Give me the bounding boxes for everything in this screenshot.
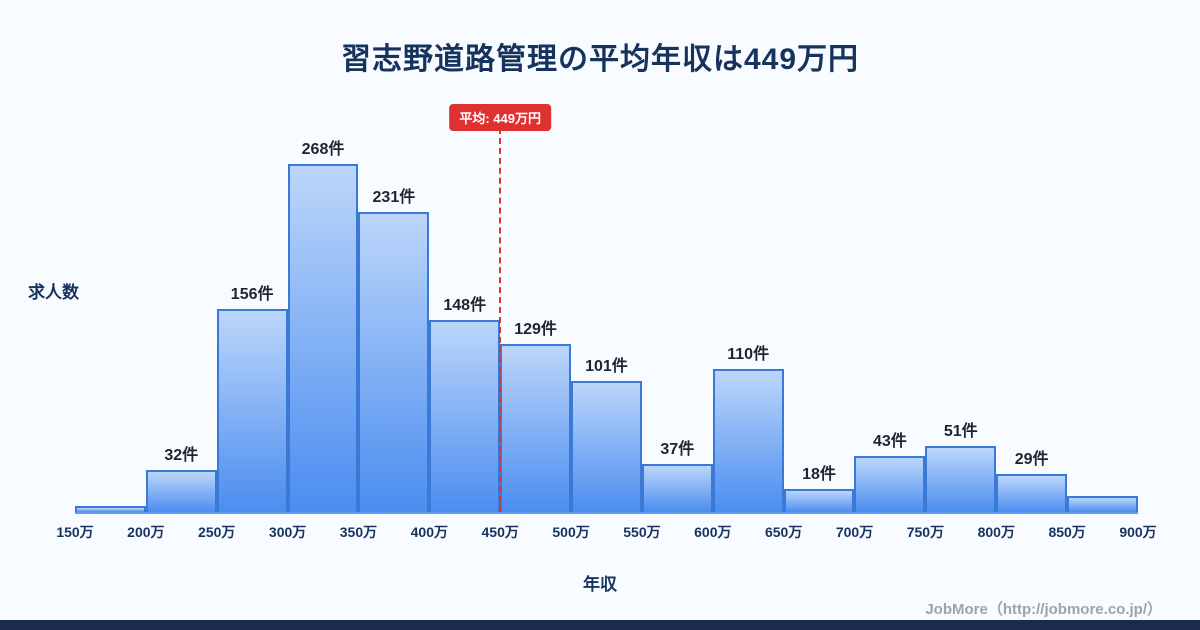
x-tick-label: 450万 [481,524,519,540]
histogram-bar [358,211,430,512]
footer-credit: JobMore（http://jobmore.co.jp/） [925,601,1162,618]
x-tick-label: 200万 [127,524,165,540]
plot-area: 32件 156件 268件 231件 148件 129件 101件 37件 110件 18件 43件… [75,135,1138,514]
chart-title: 習志野道路管理の平均年収は449万円 [340,43,860,76]
bar-bin: 148件 [429,135,501,512]
bar-value-label: 101件 [585,357,628,375]
histogram-bar [287,164,359,512]
histogram-bar [429,319,501,512]
bar-bin: 18件 [783,135,855,512]
histogram-bar [145,470,217,512]
histogram-bar [1067,496,1138,512]
average-badge: 平均: 449万円 [449,104,552,131]
histogram-bins: 32件 156件 268件 231件 148件 129件 101件 37件 110件 18件 43件… [75,135,1138,512]
bar-bin: 231件 [358,135,430,512]
x-tick-label: 250万 [198,524,236,540]
bar-bin: 156件 [216,135,288,512]
bar-value-label: 231件 [372,188,416,206]
histogram-bar [500,344,572,512]
histogram-bar [712,369,784,512]
bar-value-label: 148件 [443,296,487,314]
bar-value-label: 51件 [943,422,978,440]
x-axis-label: 年収 [583,575,617,594]
average-line [499,128,502,512]
histogram-bar [571,380,642,512]
x-tick-label: 550万 [623,524,661,540]
bar-bin: 29件 [996,135,1068,512]
histogram-bar [925,445,997,512]
x-tick-label: 750万 [906,524,945,540]
bar-bin: 101件 [571,135,642,512]
bar-bin: 51件 [925,135,997,512]
histogram-bar [641,463,713,512]
x-tick-label: 650万 [764,524,803,540]
x-tick-label: 300万 [268,524,307,540]
x-tick-label: 500万 [552,524,590,540]
bar-bin: 110件 [712,135,784,512]
bar-bin: 37件 [641,135,713,512]
bar-value-label: 18件 [802,465,836,483]
bar-value-label: 32件 [164,447,199,465]
bar-bin [1067,135,1138,512]
x-tick-label: 700万 [835,524,874,540]
x-axis-ticks: 150万 200万 250万 300万 350万 400万 450万 500万 550万 600万… [56,522,1156,544]
bar-value-label: 156件 [230,286,274,304]
bar-bin: 43件 [854,135,926,512]
bar-bin [75,135,146,512]
x-tick-label: 800万 [977,524,1015,540]
bar-value-label: 129件 [514,321,557,339]
bar-value-label: 37件 [660,440,695,458]
histogram-bar [783,488,855,512]
histogram-bar [854,456,926,512]
x-tick-label: 350万 [339,524,378,540]
x-tick-label: 150万 [56,524,94,540]
bar-value-label: 29件 [1014,451,1049,469]
histogram-bar [216,309,288,512]
histogram-bar [75,505,146,512]
y-axis-label: 求人数 [28,283,79,302]
x-tick-label: 850万 [1048,524,1086,540]
bar-value-label: 110件 [727,346,770,363]
bar-value-label: 268件 [301,141,345,158]
x-tick-label: 400万 [410,524,449,540]
x-tick-label: 600万 [694,524,732,540]
histogram-bar [996,474,1068,512]
bottom-strip [0,620,1200,630]
bar-value-label: 43件 [872,433,907,451]
x-tick-label: 900万 [1119,524,1157,540]
bar-bin: 268件 [287,135,359,512]
bar-bin: 129件 [500,135,572,512]
bar-bin: 32件 [145,135,217,512]
